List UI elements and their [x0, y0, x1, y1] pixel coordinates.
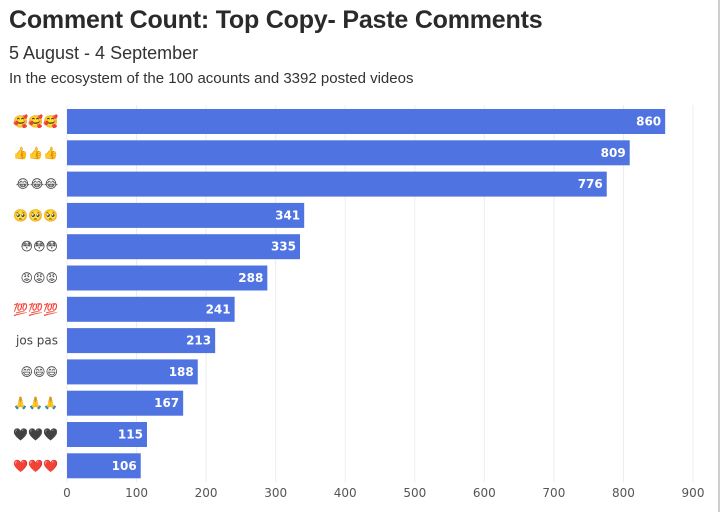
x-tick-label: 700 [542, 486, 565, 500]
x-tick-label: 200 [195, 486, 218, 500]
bar [67, 359, 198, 385]
x-axis-ticks: 0 100 200 300 400 500 600 700 800 900 [63, 486, 704, 500]
bar [67, 296, 235, 322]
grid-lines [66, 105, 694, 482]
bar-value-label: 213 [186, 334, 211, 348]
bar [67, 265, 268, 291]
bar-value-label: 106 [112, 459, 137, 473]
bar [67, 202, 305, 228]
category-label: jos pas [15, 334, 58, 348]
category-label: 🥰🥰🥰 [13, 114, 58, 129]
bar [67, 109, 666, 134]
bar-value-label: 776 [578, 177, 603, 191]
bar-value-label: 288 [238, 271, 263, 285]
category-labels: 🥰🥰🥰 👍👍👍 😂😂😂 🥺🥺🥺 😳😳😳 😡😡😡 💯💯💯 jos pas 😄😄😄 🙏🙏🙏 🖤🖤🖤 ❤️❤… [13, 114, 58, 473]
bar-value-label: 241 [206, 302, 231, 316]
chart-note: In the ecosystem of the 100 acounts and … [9, 70, 414, 87]
category-label: 😡😡😡 [20, 271, 58, 285]
chart-subtitle: 5 August - 4 September [9, 43, 199, 63]
bar [67, 234, 301, 260]
bar [67, 171, 607, 197]
x-tick-label: 400 [334, 486, 357, 500]
bars: 860 809 776 341 335 288 241 213 188 167 115 106 [67, 109, 666, 479]
bar-value-label: 115 [118, 428, 143, 442]
category-label: 💯💯💯 [13, 302, 58, 316]
x-tick-label: 100 [125, 486, 148, 500]
bar [67, 140, 630, 166]
bar-value-label: 341 [275, 208, 300, 222]
x-tick-label: 300 [264, 486, 287, 500]
category-label: 👍👍👍 [13, 146, 58, 160]
bar [67, 453, 141, 479]
category-label: 😄😄😄 [20, 365, 58, 379]
bar-value-label: 809 [601, 146, 626, 160]
category-label: 😂😂😂 [16, 177, 58, 191]
category-label: 🙏🙏🙏 [13, 396, 58, 410]
x-tick-label: 900 [682, 486, 705, 500]
category-label: 🖤🖤🖤 [13, 428, 58, 442]
category-label: ❤️❤️❤️ [13, 459, 58, 473]
bar-value-label: 188 [169, 365, 194, 379]
bar-chart: 860 809 776 341 335 288 241 213 188 167 115 106 🥰🥰🥰… [13, 105, 704, 500]
bar [67, 422, 147, 447]
bar [67, 328, 216, 354]
x-tick-label: 600 [473, 486, 496, 500]
bar-value-label: 335 [271, 240, 296, 254]
bar-value-label: 167 [154, 396, 179, 410]
category-label: 😳😳😳 [20, 240, 58, 254]
bar-value-label: 860 [636, 115, 661, 129]
x-tick-label: 500 [403, 486, 426, 500]
bar [67, 390, 184, 416]
x-tick-label: 0 [63, 486, 71, 500]
frame-edge [718, 0, 720, 512]
category-label: 🥺🥺🥺 [13, 208, 58, 222]
x-tick-label: 800 [612, 486, 635, 500]
chart-title: Comment Count: Top Copy- Paste Comments [9, 6, 543, 34]
